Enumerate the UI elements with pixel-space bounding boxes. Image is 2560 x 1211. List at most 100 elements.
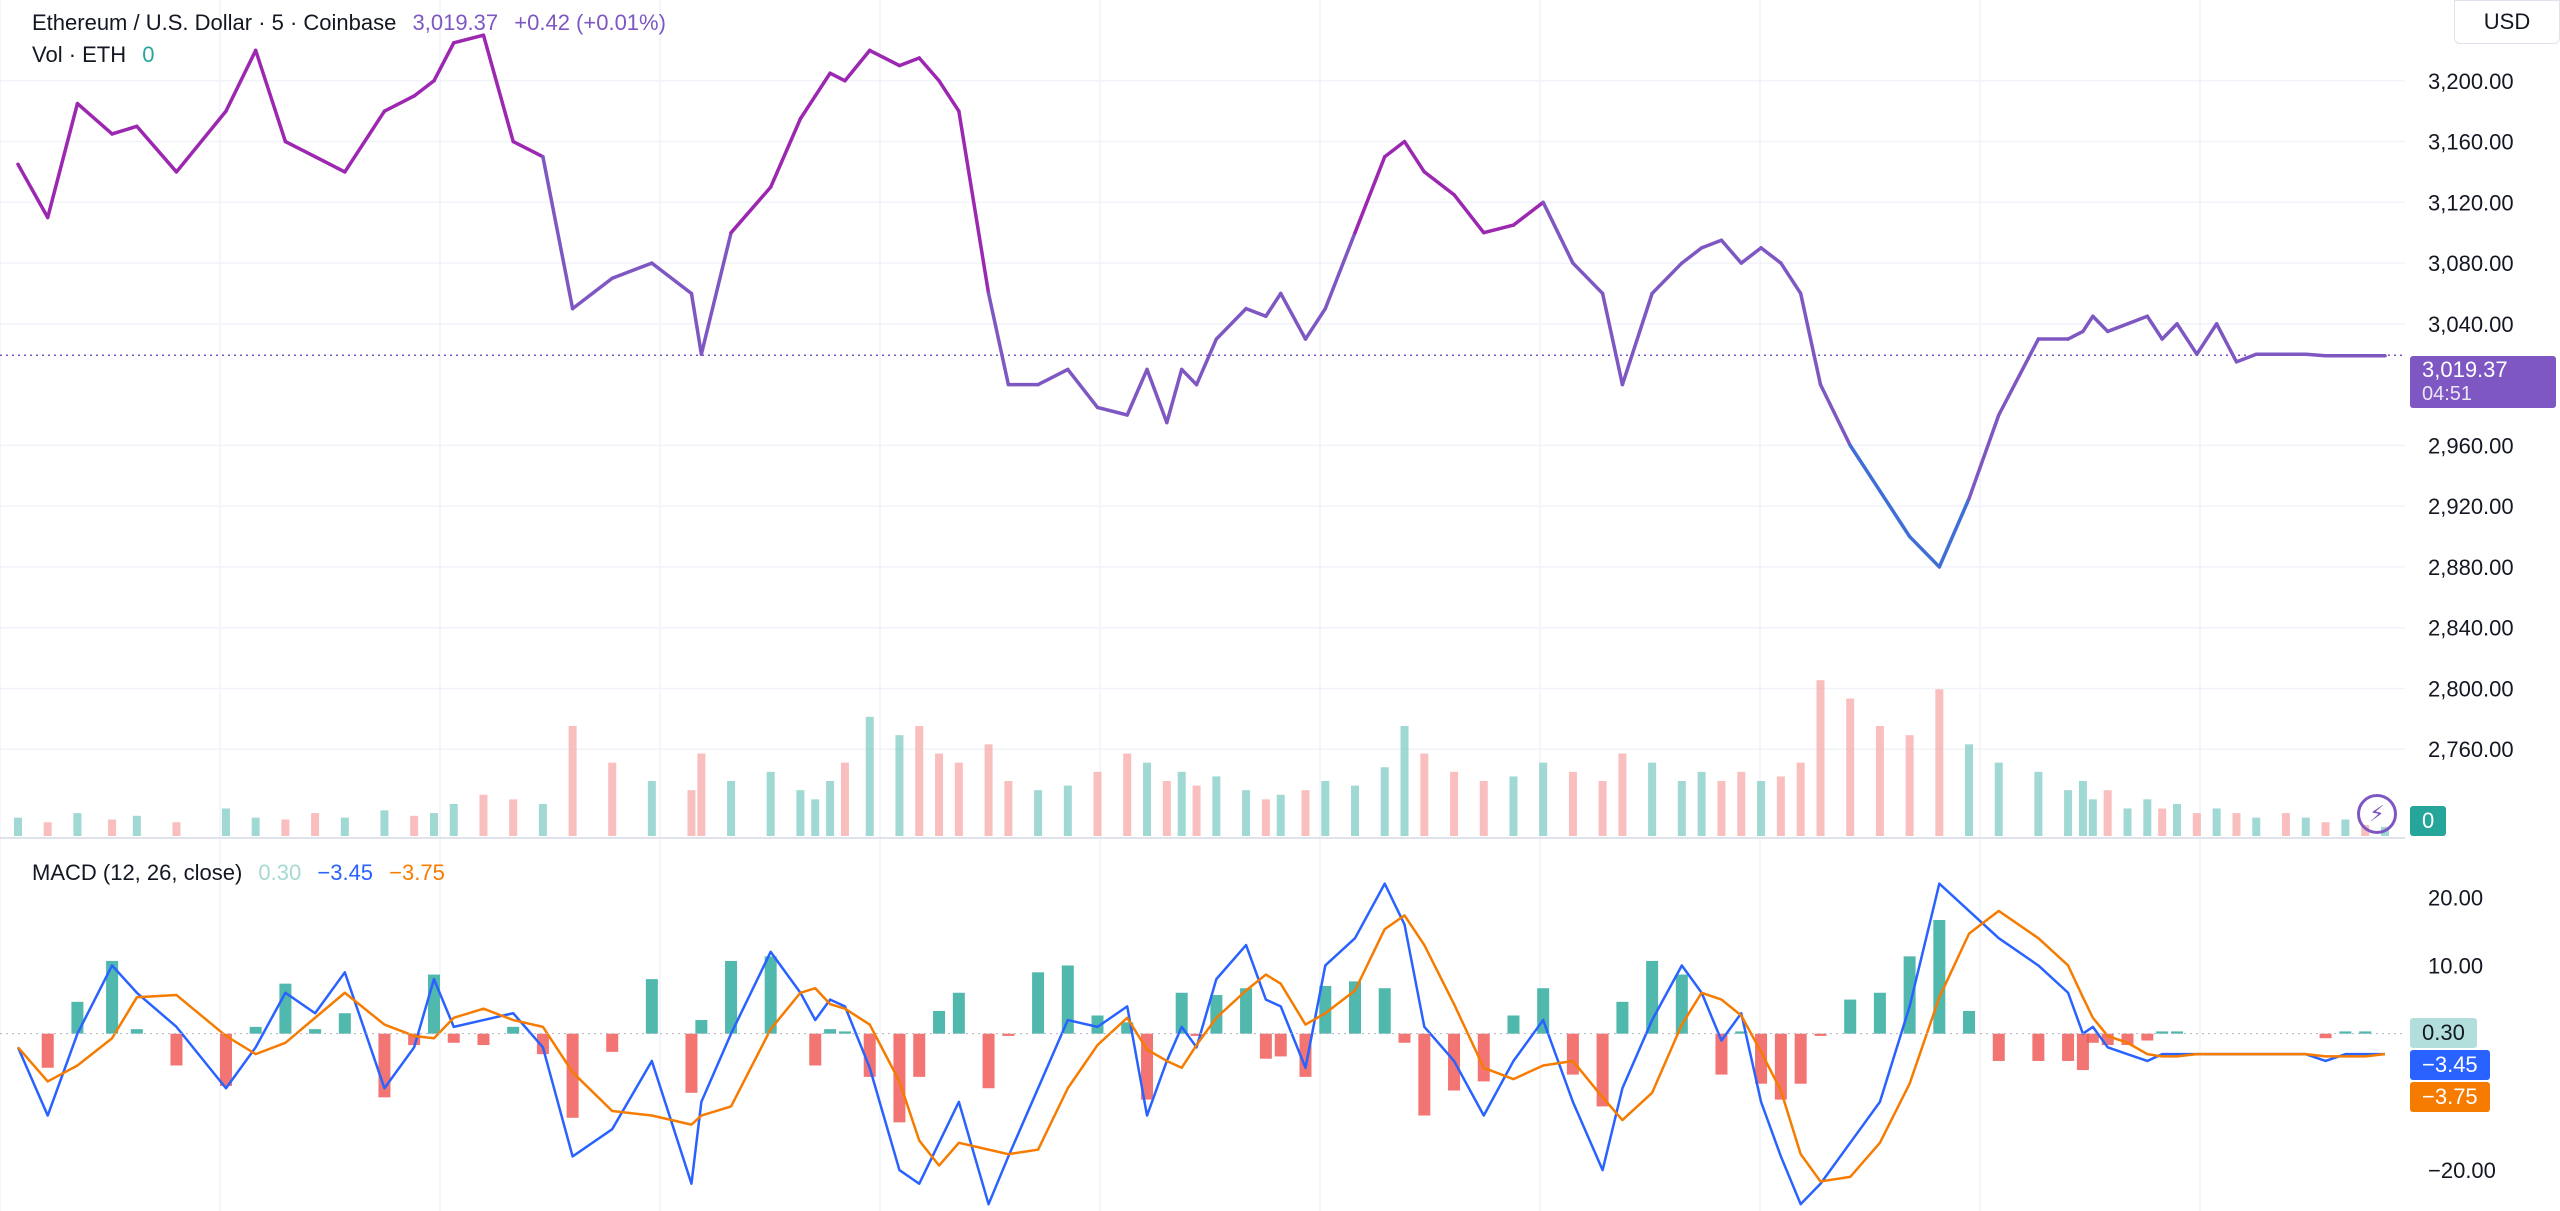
price-line-segment — [481, 33, 515, 144]
price-legend: Ethereum / U.S. Dollar · 5 · Coinbase 3,… — [32, 10, 676, 36]
price-line-segment — [917, 56, 941, 83]
volume-bar — [826, 781, 835, 836]
price-line-segment — [2091, 314, 2110, 334]
volume-bar — [1276, 794, 1285, 836]
macd-tick-label: −20.00 — [2428, 1158, 2496, 1183]
symbol-title[interactable]: Ethereum / U.S. Dollar · 5 · Coinbase — [32, 10, 397, 35]
macd-hist-bar — [1616, 1001, 1629, 1034]
price-line-segment — [1620, 291, 1654, 387]
volume-bar — [865, 716, 874, 836]
macd-hist-bar — [1873, 992, 1886, 1034]
macd-hist-bar — [2076, 1033, 2089, 1071]
price-line-segment — [412, 79, 436, 98]
price-line-segment — [1323, 230, 1357, 311]
macd-hist-bar — [219, 1033, 232, 1086]
price-tick-label: 2,800.00 — [2428, 676, 2514, 701]
price-line-segment — [2125, 314, 2150, 326]
volume-bar — [1875, 726, 1884, 836]
price-line-segment — [511, 139, 545, 159]
macd-hist-bar — [1933, 920, 1946, 1034]
macd-hist-bar — [408, 1033, 421, 1046]
volume-bar — [1509, 776, 1518, 836]
volume-bar — [1123, 753, 1132, 836]
volume-bar — [1450, 771, 1459, 836]
price-line-segment — [1779, 261, 1803, 296]
price-tick-label: 3,080.00 — [2428, 251, 2514, 276]
price-line-segment — [224, 48, 258, 113]
volume-bar — [479, 794, 488, 836]
macd-hist-bar — [1319, 985, 1332, 1034]
price-line-segment — [650, 261, 694, 296]
macd-hist-bar — [982, 1033, 995, 1089]
macd-hist-bar — [106, 960, 119, 1034]
macd-hist-bar — [2032, 1033, 2045, 1061]
lightning-icon[interactable]: ⚡ — [2357, 794, 2397, 834]
macd-hist-bar — [41, 1033, 54, 1068]
volume-bar — [647, 781, 656, 836]
macd-hist-bar — [2359, 1031, 2372, 1034]
volume-bar — [687, 790, 696, 836]
macd-label[interactable]: MACD (12, 26, close) — [32, 860, 243, 885]
volume-bar — [1261, 799, 1270, 836]
volume-bar — [1935, 689, 1944, 836]
price-line-segment — [2234, 352, 2259, 364]
price-tick-label: 2,920.00 — [2428, 494, 2514, 519]
volume-bar — [1380, 767, 1389, 836]
macd-hist-bar — [279, 983, 292, 1034]
price-line-segment — [828, 71, 847, 83]
macd-hist-bar — [1349, 981, 1362, 1034]
volume-bar — [2173, 803, 2182, 836]
volume-bar — [2341, 819, 2350, 836]
macd-hist-bar — [1274, 1033, 1287, 1057]
price-line-segment — [1036, 367, 1070, 387]
volume-bar — [132, 815, 141, 836]
price-line-segment — [2145, 314, 2164, 341]
volume-bar — [221, 808, 230, 836]
macd-hist-bar — [1735, 1031, 1748, 1034]
price-line-segment — [897, 56, 921, 68]
price-change: +0.42 (+0.01%) — [514, 10, 666, 35]
macd-hist-bar — [566, 1033, 579, 1118]
vol-label[interactable]: Vol · ETH — [32, 42, 127, 67]
currency-button[interactable]: USD — [2454, 0, 2560, 44]
volume-bar — [1093, 771, 1102, 836]
signal-badge: −3.75 — [2410, 1082, 2490, 1112]
macd-hist-value: 0.30 — [258, 860, 302, 885]
macd-histogram — [41, 920, 2372, 1123]
macd-hist-bar — [338, 1013, 351, 1034]
volume-bar — [608, 762, 617, 836]
price-line-segment — [1165, 367, 1184, 425]
price-line-segment — [1759, 246, 1783, 265]
volume-bar — [1816, 680, 1825, 836]
macd-hist-bar — [536, 1033, 549, 1055]
macd-hist-bar — [1566, 1033, 1579, 1075]
volume-bar — [380, 810, 389, 836]
volume-bar — [509, 799, 518, 836]
volume-bar — [1717, 781, 1726, 836]
macd-hist-bar — [1963, 1010, 1976, 1034]
price-line-segment — [2160, 322, 2179, 341]
volume-bar — [915, 726, 924, 836]
grid — [0, 0, 2405, 1211]
volume-bar — [1479, 781, 1488, 836]
volume-bar — [811, 799, 820, 836]
price-line-segment — [541, 154, 575, 311]
price-line-segment — [45, 101, 80, 220]
price-line-segment — [1937, 496, 1971, 569]
volume-bar — [1034, 790, 1043, 836]
price-axis: 3,200.00 3,160.00 3,120.00 3,080.00 3,040.00… — [2428, 69, 2514, 762]
price-line-segment — [1482, 223, 1516, 235]
macd-hist-bar — [863, 1033, 876, 1077]
macd-hist-bar — [1418, 1033, 1431, 1116]
macd-hist-bar — [1175, 992, 1188, 1034]
price-line-segment — [1600, 291, 1625, 387]
price-line-segment — [1422, 170, 1456, 197]
price-line-segment — [1848, 443, 1882, 493]
price-line-segment — [957, 109, 991, 296]
price-line-segment — [2175, 322, 2199, 356]
volume-bar — [538, 803, 547, 836]
macd-hist-bar — [2319, 1033, 2332, 1039]
macd-hist-bar — [130, 1029, 143, 1034]
price-line-segment — [570, 276, 614, 311]
